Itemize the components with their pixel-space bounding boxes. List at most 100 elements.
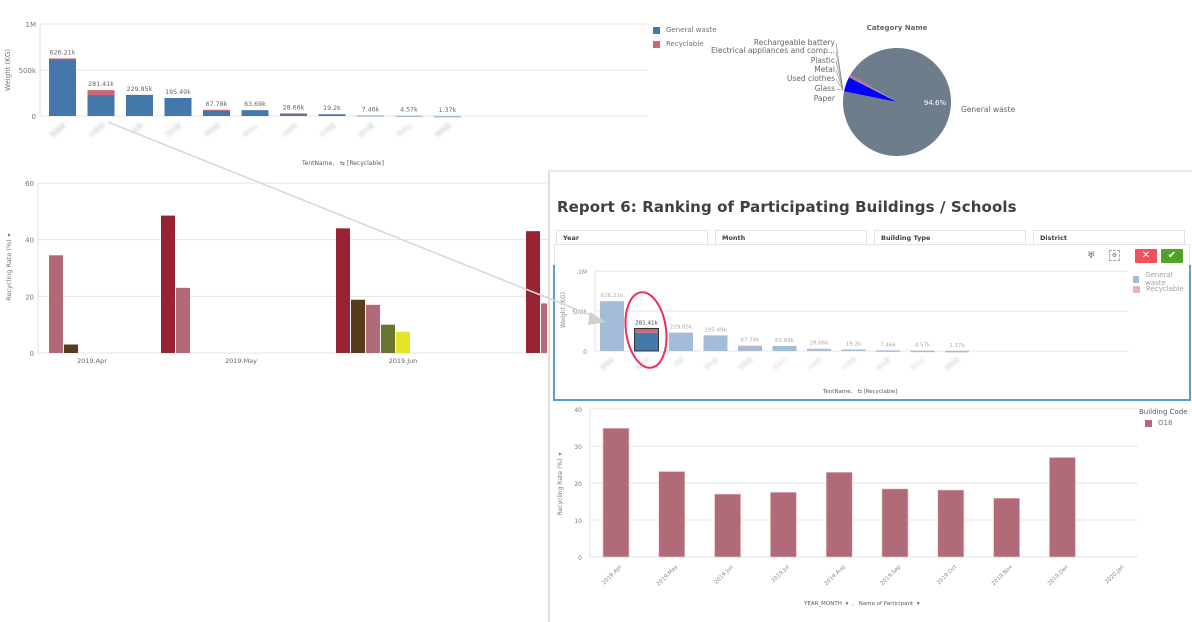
x-tick-label: 2019.Apr [77, 357, 107, 365]
o18-x-axis-title[interactable]: YEAR_MONTH ▾ , Name of Participant ▾ [804, 601, 920, 607]
rate-bar[interactable] [993, 497, 1020, 558]
y-axis-title: Weight (KG) [560, 292, 567, 328]
rate-bar[interactable] [176, 287, 190, 353]
rate-bar[interactable] [658, 471, 686, 558]
bar-general-waste[interactable] [49, 59, 76, 116]
legend-item-o18[interactable]: O18 [1145, 419, 1192, 427]
rate-bar[interactable] [602, 427, 630, 558]
weight-chart[interactable]: 0 500k 1M Weight (KG) 626.21k 客服家 281.41k 台渠城 22… [0, 0, 648, 172]
rate-bar[interactable] [49, 255, 63, 353]
rate-bar[interactable] [396, 331, 410, 353]
bar-general-waste[interactable] [772, 345, 797, 351]
x-tick-label: 2019.Jun [389, 357, 418, 365]
selected-bar-general-waste[interactable] [634, 332, 659, 351]
selection-chart-x-axis-title[interactable]: TentName, ⇆ [Recyclable] [823, 389, 897, 395]
rate-bar[interactable] [161, 215, 175, 353]
legend-item-recyclable[interactable]: Recyclable [653, 40, 704, 48]
bar-general-waste[interactable] [203, 109, 230, 116]
bar-general-waste[interactable] [241, 110, 269, 116]
y-axis-menu-icon[interactable]: ▾ [6, 233, 13, 236]
rate-bar[interactable] [351, 299, 365, 353]
pie-leader-line [835, 60, 844, 91]
pie-slice[interactable] [844, 77, 897, 102]
rate-bar[interactable] [1049, 457, 1076, 558]
y-axis-menu-icon[interactable]: ▾ [557, 452, 564, 455]
bar-general-waste[interactable] [87, 95, 115, 116]
x-axis-dimension-1: YEAR_MONTH [804, 601, 842, 607]
bar-general-waste[interactable] [841, 349, 866, 351]
pie-slice[interactable] [850, 74, 897, 102]
dimension-1-menu-icon[interactable]: ▾ [845, 601, 849, 607]
rate-bar[interactable] [881, 488, 909, 558]
bar-recyclable[interactable] [203, 109, 230, 111]
selected-bar-recyclable[interactable] [634, 328, 659, 333]
rate-bar[interactable] [64, 344, 78, 354]
legend-item-general-waste[interactable]: General waste [653, 26, 717, 34]
weight-chart-x-axis-title[interactable]: TentName, ⇆ [Recyclable] [302, 160, 384, 167]
x-tick-label: 活社家 [164, 121, 183, 139]
rate-bar[interactable] [336, 228, 350, 353]
dimension-2-menu-icon[interactable]: ▾ [916, 601, 920, 607]
y-tick-label: 500k [19, 67, 37, 75]
rate-bar[interactable] [825, 471, 853, 558]
bar-value-label: 63.69k [775, 338, 795, 344]
bar-general-waste[interactable] [807, 348, 831, 351]
bar-recyclable[interactable] [49, 58, 76, 60]
category-pie-chart[interactable]: Category Name 94.6% General waste Rechargea… [700, 15, 1030, 165]
cancel-selection-button[interactable]: ✕ [1135, 249, 1157, 263]
selected-bar-outline [634, 327, 659, 352]
bar-general-waste[interactable] [395, 115, 423, 118]
bar-value-label: 67.78k [206, 101, 228, 108]
rate-bar[interactable] [714, 493, 741, 558]
pie-slice[interactable] [849, 75, 897, 102]
rate-grouped-chart[interactable]: 0 20 40 60 Recycling Rate (%) ▾ 2019.Apr 2019.M… [0, 170, 548, 370]
x-tick-label: 花园 [130, 121, 144, 135]
pie-slice[interactable] [849, 74, 897, 102]
bar-general-waste[interactable] [600, 301, 624, 351]
bar-general-waste[interactable] [703, 335, 728, 351]
bar-general-waste[interactable] [738, 345, 762, 351]
bar-recyclable[interactable] [807, 348, 831, 350]
rate-bar[interactable] [366, 304, 380, 353]
selection-toolbar: ♅ ⚙ ✕ ✔ [554, 244, 1190, 268]
bar-general-waste[interactable] [945, 350, 969, 353]
bar-general-waste[interactable] [669, 332, 693, 351]
rate-bar[interactable] [770, 491, 797, 558]
selection-settings-icon[interactable]: ⚙ [1109, 250, 1120, 261]
bar-general-waste[interactable] [164, 98, 192, 116]
pie-slice[interactable] [850, 74, 897, 102]
rate-bar[interactable] [526, 231, 540, 353]
legend-label: Recyclable [1146, 285, 1184, 293]
bar-general-waste[interactable] [318, 114, 346, 116]
bar-general-waste[interactable] [876, 350, 900, 352]
legend-item-general-waste-dim[interactable]: General waste [1133, 271, 1189, 287]
legend-item-recyclable-dim[interactable]: Recyclable [1133, 285, 1184, 293]
rate-bar[interactable] [937, 489, 965, 558]
bar-general-waste[interactable] [280, 113, 307, 116]
o18-rate-chart[interactable]: 0 10 20 30 40 Recycling Rate (%) ▾ 2019.Apr 2019… [550, 402, 1190, 622]
x-axis-title-suffix: [Recyclable] [863, 389, 898, 395]
bar-general-waste[interactable] [357, 115, 384, 117]
bar-recyclable[interactable] [738, 345, 762, 347]
lasso-icon[interactable]: ♅ [1086, 251, 1096, 261]
y-tick-label: 40 [25, 237, 34, 245]
x-tick-label: 2019.Oct [936, 564, 959, 587]
bar-recyclable[interactable] [280, 113, 307, 115]
pie-slice[interactable] [849, 76, 897, 102]
bar-general-waste[interactable] [910, 350, 935, 353]
rate-bar[interactable] [381, 324, 395, 353]
highlight-circle-annotation [624, 291, 668, 369]
legend-swatch-recyclable [653, 40, 660, 48]
x-tick-label: 2019.Jul [771, 564, 791, 584]
pie-slice[interactable] [843, 47, 951, 156]
x-tick-label: 2019.Jun [714, 564, 736, 586]
bar-general-waste[interactable] [434, 115, 461, 118]
bar-general-waste[interactable] [126, 94, 153, 116]
x-tick-label: 台渠城 [87, 121, 106, 139]
bar-recyclable[interactable] [87, 90, 115, 96]
pie-slice[interactable] [848, 76, 897, 102]
rate-bar[interactable] [541, 303, 547, 353]
bar-recyclable[interactable] [600, 300, 624, 302]
confirm-selection-button[interactable]: ✔ [1161, 249, 1183, 263]
